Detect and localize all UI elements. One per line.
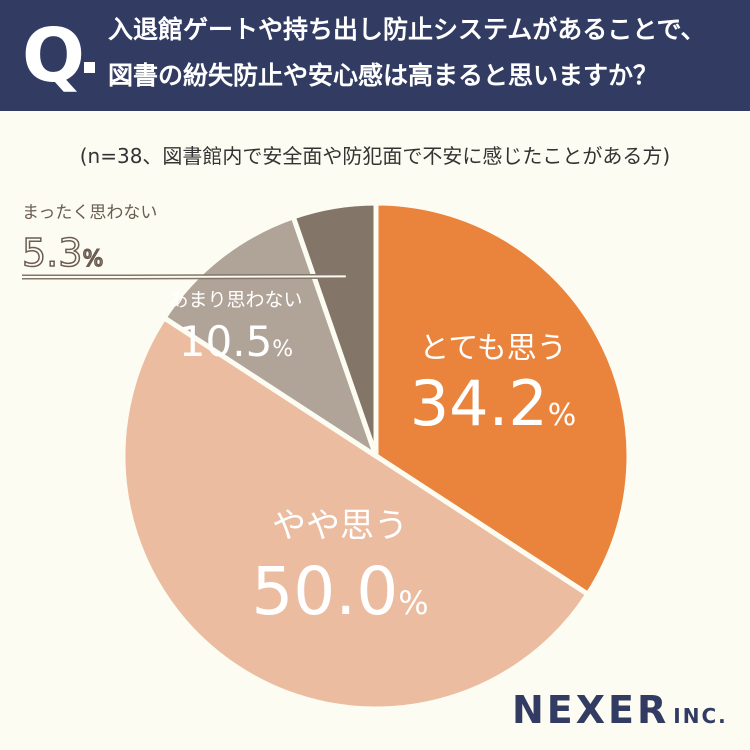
slice-value-number-1: 34.2 <box>410 367 548 440</box>
slice-label-1: とても思う <box>419 331 567 366</box>
sample-note: (n=38、図書館内で安全面や防犯面で不安に感じたことがある方) <box>79 144 671 168</box>
slice-value-unit-4: % <box>82 247 103 272</box>
q-dot <box>84 62 95 73</box>
pie-slice-2 <box>120 315 591 712</box>
slice-value-unit-1: % <box>548 398 577 433</box>
slice-value-4: 5.3% <box>22 231 103 275</box>
slice-label-4: まったく思わない <box>22 203 157 223</box>
callout-leader-inner <box>22 275 346 278</box>
slice-value-number-3: 10.5 <box>179 317 273 366</box>
slice-label-3: あまり思わない <box>169 289 302 311</box>
q-letter: Q <box>22 13 85 99</box>
brand-name: NEXER <box>512 688 670 732</box>
brand-logo: NEXER INC. <box>512 688 728 732</box>
slice-value-1: 34.2% <box>410 367 577 440</box>
slice-value-2: 50.0% <box>251 553 428 630</box>
slice-value-unit-2: % <box>398 584 428 622</box>
brand-suffix: INC. <box>673 704 728 728</box>
slice-label-2: やや思う <box>272 506 408 546</box>
slice-value-unit-3: % <box>272 337 293 362</box>
slice-value-number-4: 5.3 <box>22 231 82 275</box>
slice-value-3: 10.5% <box>179 317 293 366</box>
pie-slice-4 <box>290 200 379 459</box>
question-header: Q 入退館ゲートや持ち出し防止システムがあることで、 図書の紛失防止や安心感は高… <box>0 0 750 111</box>
question-line-2: 図書の紛失防止や安心感は高まると思いますか？ <box>108 61 659 90</box>
slice-value-number-2: 50.0 <box>251 553 398 630</box>
question-line-1: 入退館ゲートや持ち出し防止システムがあることで、 <box>108 15 706 44</box>
